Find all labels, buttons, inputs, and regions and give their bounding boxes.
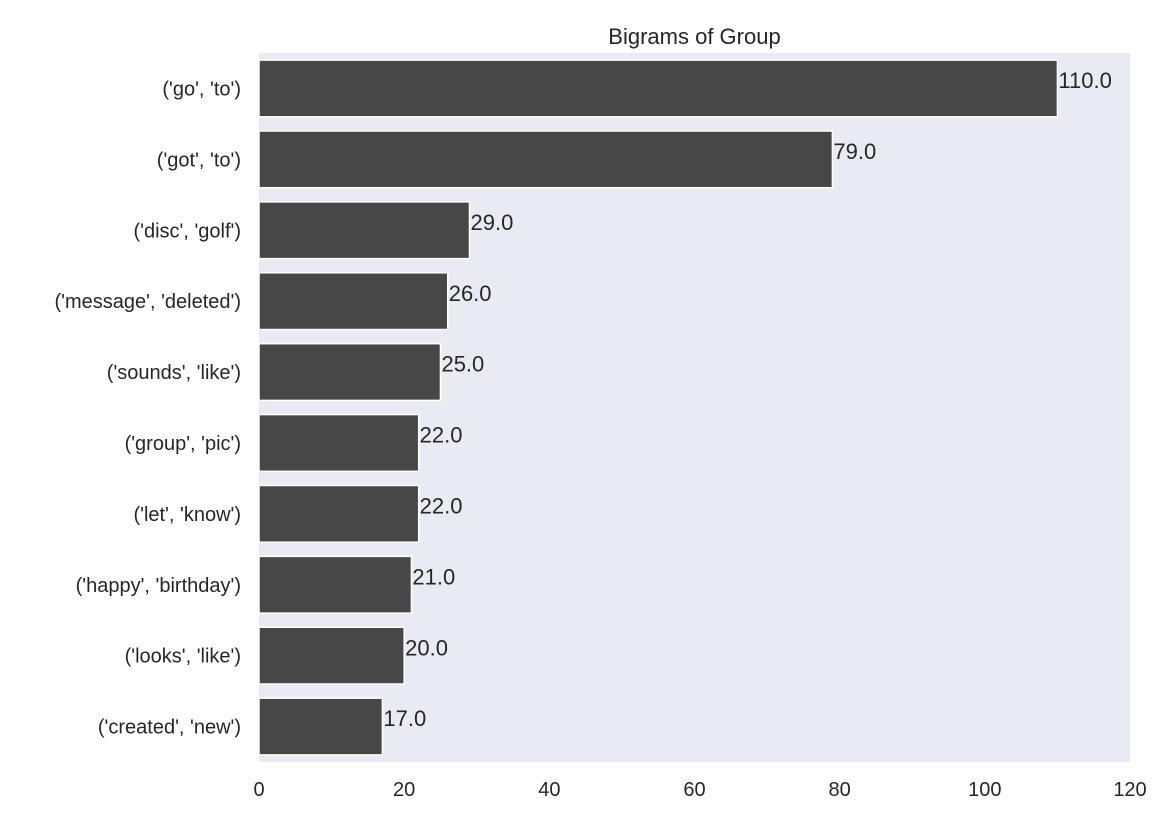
- data-label: 20.0: [405, 635, 448, 660]
- data-label: 29.0: [470, 210, 513, 235]
- x-tick-label: 60: [683, 779, 705, 801]
- bar: [258, 484, 420, 543]
- category-label: ('got', 'to'): [157, 149, 241, 171]
- x-tick-label: 40: [538, 779, 560, 801]
- bar: [258, 555, 413, 614]
- x-tick-label: 120: [1113, 779, 1146, 801]
- data-label: 21.0: [412, 564, 455, 589]
- data-label: 22.0: [420, 423, 463, 448]
- data-label: 26.0: [449, 281, 492, 306]
- category-label: ('let', 'know'): [133, 504, 241, 526]
- data-label: 22.0: [420, 493, 463, 518]
- data-label: 110.0: [1058, 68, 1111, 93]
- bar: [258, 413, 420, 473]
- category-label: ('message', 'deleted'): [55, 291, 241, 313]
- x-tick-label: 80: [829, 779, 851, 801]
- category-label: ('go', 'to'): [162, 78, 241, 100]
- bar: [258, 130, 834, 189]
- x-tick-label: 20: [393, 779, 415, 801]
- category-label: ('created', 'new'): [98, 717, 241, 739]
- bar: [258, 626, 405, 685]
- bar: [258, 272, 449, 331]
- category-label: ('group', 'pic'): [125, 433, 241, 455]
- data-label: 25.0: [441, 352, 484, 377]
- category-label: ('happy', 'birthday'): [76, 575, 241, 597]
- category-label: ('disc', 'golf'): [133, 220, 241, 242]
- bar: [258, 697, 384, 756]
- x-tick-label: 0: [253, 779, 264, 801]
- data-label: 17.0: [383, 706, 426, 731]
- category-label: ('sounds', 'like'): [107, 362, 241, 384]
- chart-title: Bigrams of Group: [608, 24, 780, 49]
- bar: [258, 342, 442, 402]
- bar: [258, 201, 471, 260]
- x-tick-label: 100: [968, 779, 1001, 801]
- category-label: ('looks', 'like'): [125, 646, 241, 668]
- data-label: 79.0: [833, 139, 876, 164]
- bar: [258, 59, 1059, 118]
